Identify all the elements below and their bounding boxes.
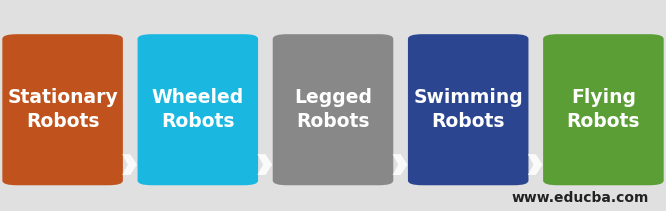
Polygon shape xyxy=(393,154,408,175)
FancyBboxPatch shape xyxy=(137,34,258,185)
FancyBboxPatch shape xyxy=(273,34,393,185)
FancyBboxPatch shape xyxy=(2,34,123,185)
Text: www.educba.com: www.educba.com xyxy=(512,191,649,205)
Polygon shape xyxy=(122,154,137,175)
FancyBboxPatch shape xyxy=(543,34,663,185)
Text: Wheeled
Robots: Wheeled Robots xyxy=(152,88,244,131)
Text: Flying
Robots: Flying Robots xyxy=(567,88,640,131)
Polygon shape xyxy=(527,154,543,175)
Text: Stationary
Robots: Stationary Robots xyxy=(7,88,118,131)
Text: Swimming
Robots: Swimming Robots xyxy=(414,88,523,131)
FancyBboxPatch shape xyxy=(408,34,528,185)
Text: Legged
Robots: Legged Robots xyxy=(294,88,372,131)
Polygon shape xyxy=(257,154,272,175)
